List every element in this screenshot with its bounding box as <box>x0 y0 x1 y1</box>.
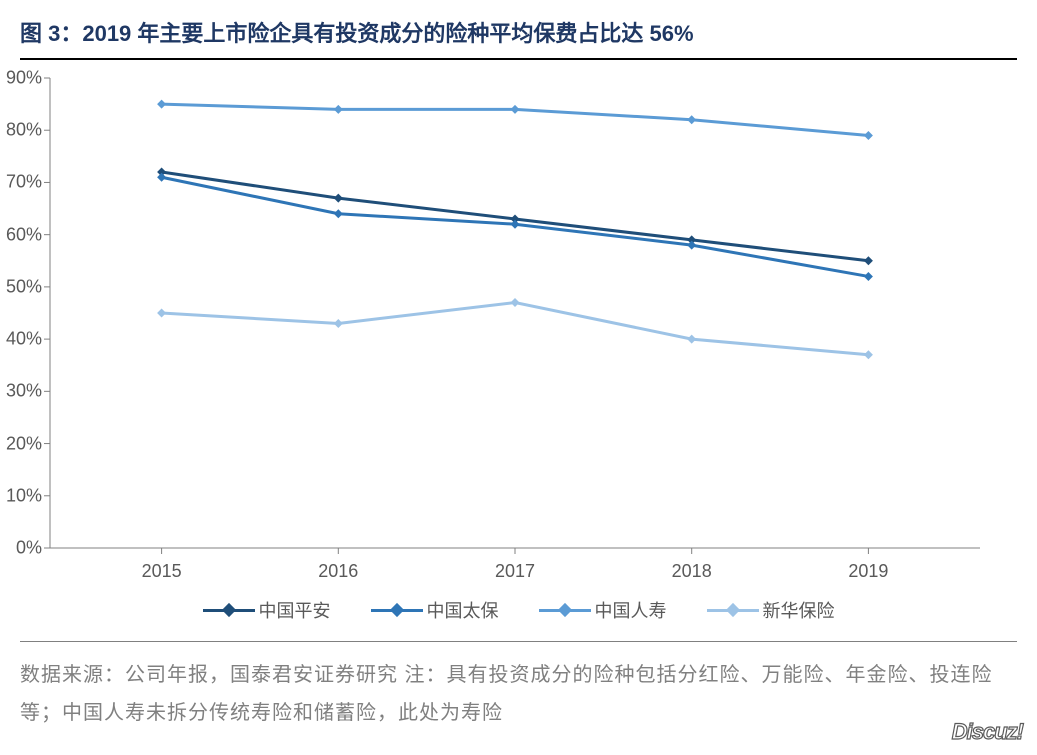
series-marker <box>687 115 696 124</box>
legend-marker-icon <box>221 603 235 617</box>
watermark: Discuz! <box>952 719 1023 745</box>
y-tick-label: 50% <box>6 276 50 297</box>
legend-label: 新华保险 <box>763 597 835 623</box>
legend-line-icon <box>203 609 255 612</box>
series-marker <box>157 100 166 109</box>
series-marker <box>864 256 873 265</box>
series-line <box>162 303 869 355</box>
series-marker <box>334 209 343 218</box>
y-tick-label: 70% <box>6 172 50 193</box>
chart-area: 0%10%20%30%40%50%60%70%80%90% 2015201620… <box>50 78 1017 553</box>
line-chart <box>50 78 980 548</box>
y-tick-label: 0% <box>16 538 50 559</box>
y-tick-label: 90% <box>6 68 50 89</box>
y-tick-label: 20% <box>6 433 50 454</box>
legend-line-icon <box>707 609 759 612</box>
y-tick-label: 30% <box>6 381 50 402</box>
y-tick-label: 10% <box>6 485 50 506</box>
series-marker <box>687 241 696 250</box>
series-marker <box>511 105 520 114</box>
y-tick-label: 40% <box>6 329 50 350</box>
series-marker <box>334 105 343 114</box>
figure-container: 图 3：2019 年主要上市险企具有投资成分的险种平均保费占比达 56% 0%1… <box>0 0 1037 755</box>
x-tick-label: 2017 <box>495 553 535 582</box>
legend-item: 中国人寿 <box>539 597 667 623</box>
legend-label: 中国人寿 <box>595 597 667 623</box>
series-marker <box>864 350 873 359</box>
x-tick-label: 2016 <box>318 553 358 582</box>
legend-marker-icon <box>557 603 571 617</box>
legend: 中国平安 中国太保 中国人寿 新华保险 <box>20 597 1017 623</box>
legend-label: 中国太保 <box>427 597 499 623</box>
figure-title: 图 3：2019 年主要上市险企具有投资成分的险种平均保费占比达 56% <box>20 10 1017 60</box>
series-marker <box>157 173 166 182</box>
legend-line-icon <box>371 609 423 612</box>
series-marker <box>864 272 873 281</box>
series-marker <box>157 309 166 318</box>
legend-item: 中国太保 <box>371 597 499 623</box>
legend-item: 中国平安 <box>203 597 331 623</box>
series-marker <box>334 194 343 203</box>
series-marker <box>511 220 520 229</box>
legend-item: 新华保险 <box>707 597 835 623</box>
legend-label: 中国平安 <box>259 597 331 623</box>
series-marker <box>334 319 343 328</box>
series-marker <box>864 131 873 140</box>
legend-line-icon <box>539 609 591 612</box>
series-marker <box>687 335 696 344</box>
legend-marker-icon <box>725 603 739 617</box>
legend-marker-icon <box>389 603 403 617</box>
x-tick-label: 2019 <box>848 553 888 582</box>
x-tick-label: 2018 <box>672 553 712 582</box>
x-tick-label: 2015 <box>142 553 182 582</box>
y-tick-label: 80% <box>6 120 50 141</box>
y-tick-label: 60% <box>6 224 50 245</box>
source-note: 数据来源：公司年报，国泰君安证券研究 注：具有投资成分的险种包括分红险、万能险、… <box>20 641 1017 732</box>
series-marker <box>511 298 520 307</box>
